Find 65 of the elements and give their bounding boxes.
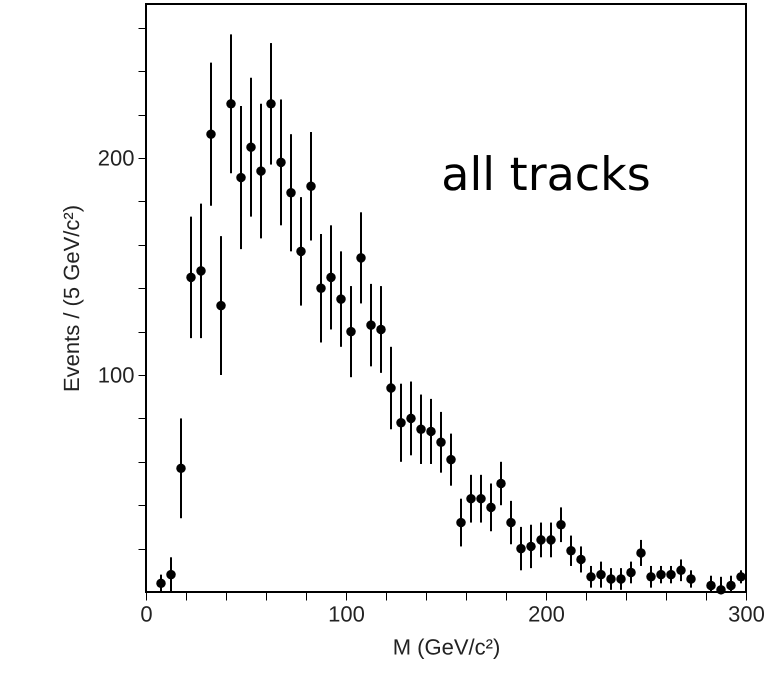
point — [406, 414, 416, 424]
point — [426, 426, 436, 436]
point — [506, 518, 516, 528]
point — [566, 546, 576, 556]
point — [466, 494, 476, 504]
point — [656, 570, 666, 580]
point — [556, 520, 566, 530]
point — [386, 383, 396, 393]
point — [226, 99, 236, 109]
point — [436, 438, 446, 448]
point — [316, 284, 326, 293]
point — [456, 518, 466, 528]
point — [576, 554, 586, 564]
point — [646, 572, 656, 582]
point — [366, 320, 376, 330]
point — [616, 574, 626, 584]
x-tick-label: 200 — [528, 602, 565, 626]
point — [326, 272, 336, 282]
point — [546, 535, 556, 545]
point — [306, 182, 316, 191]
x-tick-label: 100 — [328, 602, 365, 626]
point — [256, 166, 266, 176]
point — [336, 294, 346, 304]
point — [416, 424, 426, 434]
point — [376, 324, 386, 334]
point — [496, 478, 506, 488]
point — [236, 172, 246, 182]
point — [296, 246, 306, 256]
point — [346, 326, 356, 336]
point — [216, 300, 226, 310]
point — [716, 585, 726, 595]
x-tick-label: 300 — [728, 602, 765, 626]
point — [706, 580, 716, 590]
point — [626, 568, 636, 578]
point — [476, 494, 486, 504]
y-axis-title: Events / (5 GeV/c²) — [58, 204, 84, 392]
x-axis-title: M (GeV/c²) — [392, 634, 500, 660]
point — [446, 454, 456, 464]
annotation: all tracks — [441, 147, 651, 201]
point — [596, 570, 606, 580]
point — [156, 578, 166, 588]
point — [176, 464, 186, 474]
point — [246, 142, 256, 152]
point — [686, 574, 696, 584]
point — [636, 548, 646, 558]
point — [586, 572, 596, 582]
point — [676, 566, 686, 576]
point — [606, 574, 616, 584]
point — [286, 188, 296, 198]
point — [526, 542, 536, 552]
point — [666, 570, 676, 580]
point — [726, 580, 736, 590]
point — [486, 502, 496, 512]
point — [276, 158, 286, 168]
point — [206, 129, 216, 139]
point — [196, 266, 206, 276]
point — [186, 272, 196, 282]
point — [266, 99, 276, 109]
point — [166, 570, 176, 580]
point — [736, 572, 746, 582]
point — [536, 535, 546, 545]
x-tick-label: 0 — [140, 602, 153, 626]
point — [396, 418, 406, 428]
point — [356, 253, 366, 263]
point — [516, 544, 526, 554]
